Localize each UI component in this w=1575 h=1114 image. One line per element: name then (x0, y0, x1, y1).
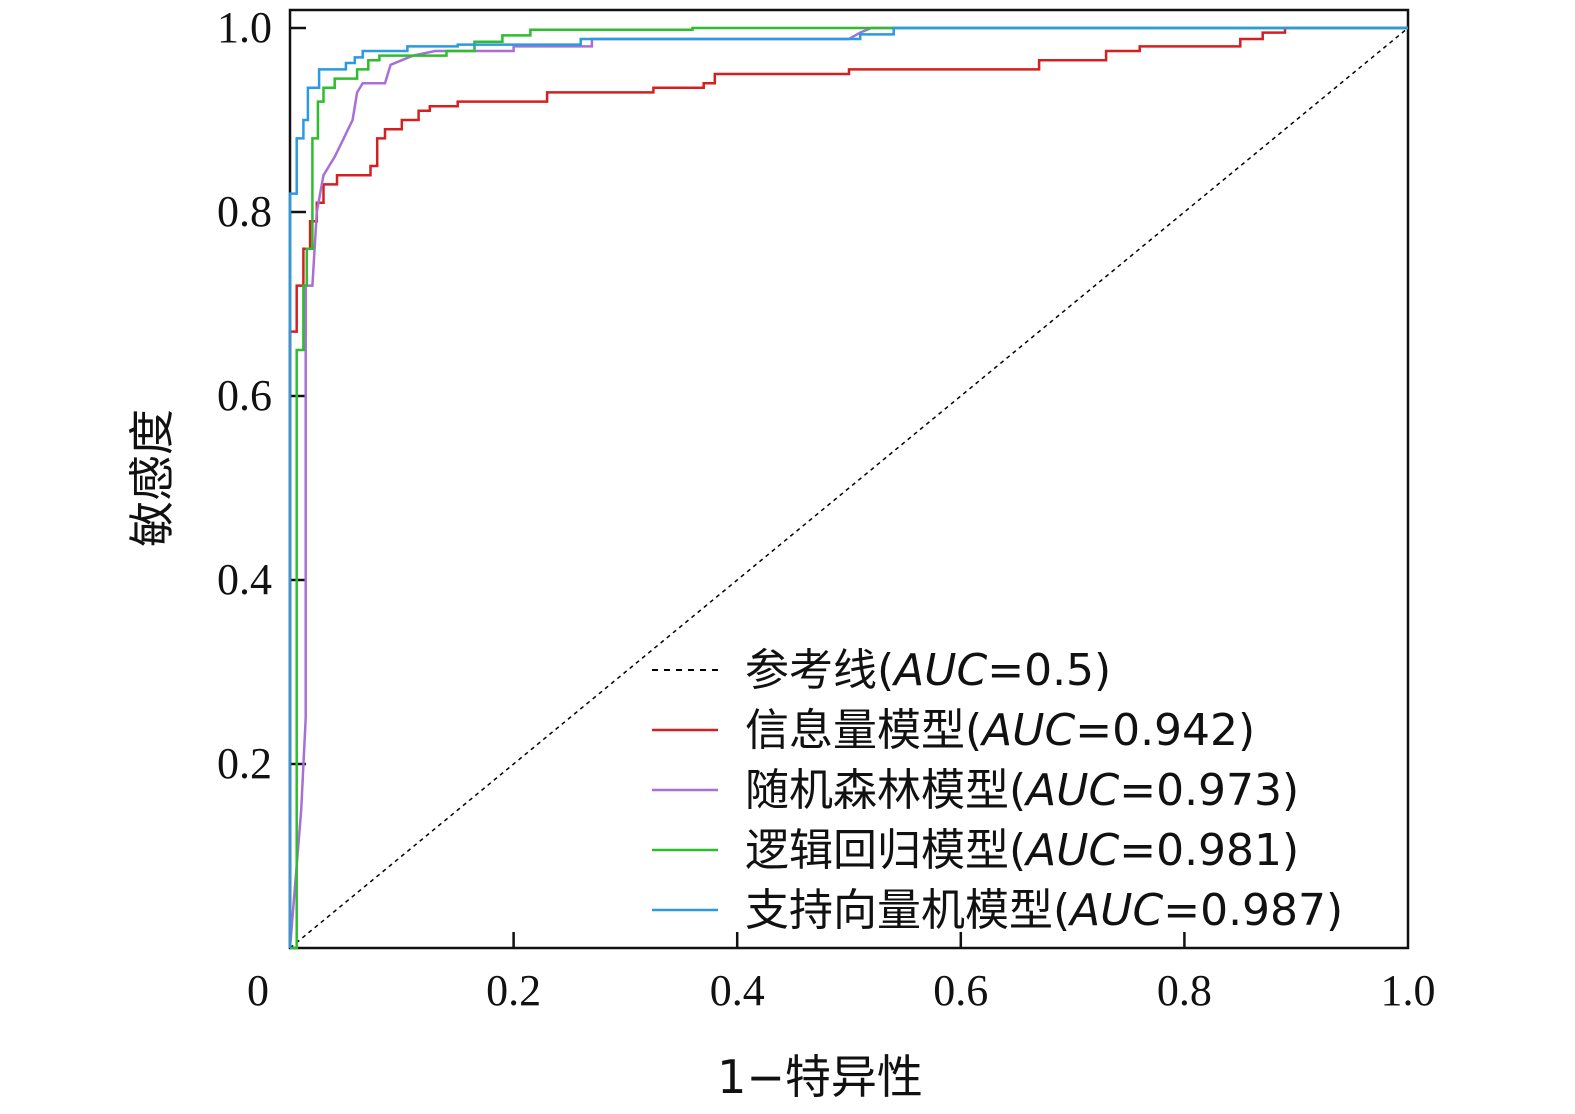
y-tick-label: 0.4 (217, 555, 272, 604)
x-tick-label: 0.8 (1157, 966, 1212, 1015)
series-line-2 (288, 26, 1408, 949)
y-tick-label: 0.2 (217, 739, 272, 788)
x-tick-label: 0.2 (486, 966, 541, 1015)
x-tick-label: 0.6 (933, 966, 988, 1015)
y-axis-title: 敏感度 (125, 409, 179, 547)
legend-label-1: 信息量模型(AUC=0.942) (745, 705, 1255, 756)
y-tick-label: 1.0 (217, 3, 272, 52)
legend-label-3: 逻辑回归模型(AUC=0.981) (745, 825, 1299, 876)
y-tick-label: 0.6 (217, 371, 272, 420)
series-layer (288, 26, 1409, 950)
legend-label-4: 支持向量机模型(AUC=0.987) (745, 885, 1343, 936)
x-tick-label: 1.0 (1381, 966, 1436, 1015)
x-tick-label: 0 (247, 966, 269, 1015)
x-axis-title: 1−特异性 (717, 1050, 923, 1104)
y-tick-label: 0.8 (217, 187, 272, 236)
x-tick-label: 0.4 (710, 966, 765, 1015)
series-line-4 (288, 26, 1408, 948)
legend-label-0: 参考线(AUC=0.5) (745, 645, 1111, 696)
series-line-3 (290, 26, 1408, 950)
legend-label-2: 随机森林模型(AUC=0.973) (745, 765, 1299, 816)
legend: 参考线(AUC=0.5) 信息量模型(AUC=0.942) 随机森林模型(AUC=0… (652, 645, 1343, 936)
series-line-0 (289, 27, 1409, 949)
